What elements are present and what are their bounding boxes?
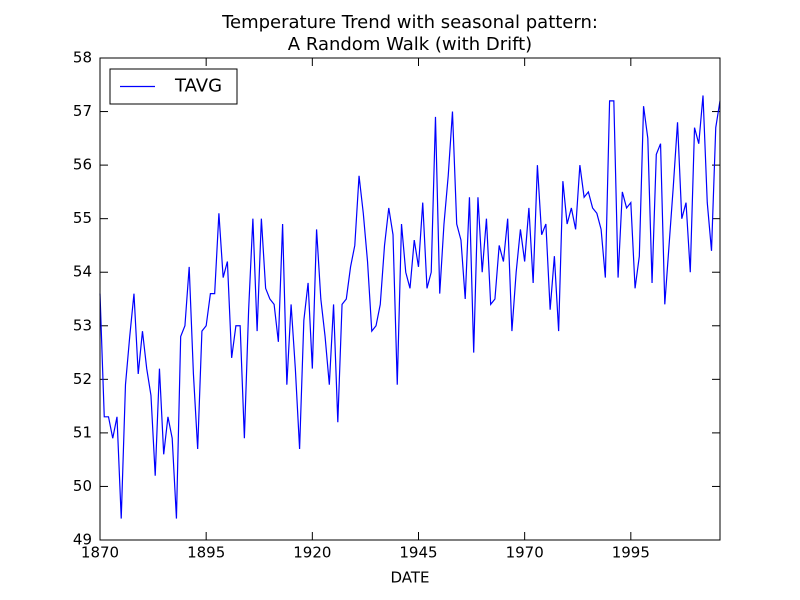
plot-frame <box>99 57 721 541</box>
x-axis-label: DATE <box>390 569 429 587</box>
chart-title: Temperature Trend with seasonal pattern:… <box>222 12 598 55</box>
x-tick-label: 1920 <box>293 544 331 562</box>
y-tick-label: 50 <box>73 477 92 495</box>
y-tick-label: 51 <box>73 423 92 441</box>
y-tick-label: 53 <box>73 316 92 334</box>
y-tick-label: 52 <box>73 370 92 388</box>
y-tick-label: 56 <box>73 156 92 174</box>
legend-box <box>109 68 238 105</box>
y-tick-label: 55 <box>73 209 92 227</box>
x-tick-label: 1970 <box>506 544 544 562</box>
x-tick-label: 1945 <box>399 544 437 562</box>
y-tick-label: 49 <box>73 531 92 549</box>
x-tick-label: 1870 <box>81 544 119 562</box>
y-tick-label: 54 <box>73 263 92 281</box>
legend-label: TAVG <box>174 76 222 97</box>
y-tick-label: 58 <box>73 49 92 67</box>
x-tick-label: 1995 <box>612 544 650 562</box>
data-line <box>99 95 721 519</box>
y-tick-label: 57 <box>73 102 92 120</box>
x-tick-label: 1895 <box>187 544 225 562</box>
